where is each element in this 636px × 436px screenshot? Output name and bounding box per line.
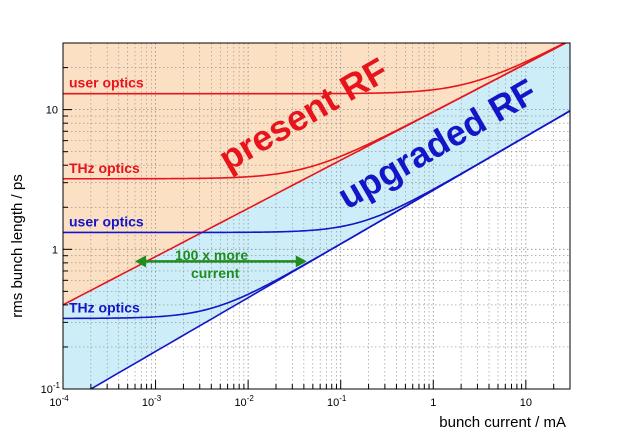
x-tick-label: 10-4 [49,394,69,409]
series-line [63,43,567,95]
curve-label: user optics [69,213,144,229]
x-tick-label: 1 [430,397,436,409]
upgraded-rf-region [63,43,570,389]
plot-frame [62,42,571,390]
curve-label: user optics [69,75,144,91]
present-rf-region [63,43,570,305]
series-line [63,110,570,320]
y-axis-title: rms bunch length / ps [9,174,26,317]
y-tick-label: 1 [52,244,58,256]
curve-label: THz optics [69,160,140,176]
curve-label: THz optics [69,299,140,315]
curve-labels: user optics THz optics user optics THz opti… [69,75,144,316]
arrow-label-line1: 100 x more [175,247,248,263]
y-tick-label: 10-1 [41,381,61,396]
axis-ticks [62,42,571,390]
x-tick-label: 10-2 [234,394,254,409]
axis-tick-labels: 10-4 10-3 10-2 10-1 1 10 10-1 1 10 [41,105,532,409]
x-tick-label: 10-1 [327,394,347,409]
series-line [63,43,568,180]
current-arrow-annotation: 100 x more current [135,247,307,281]
x-tick-label: 10 [520,397,532,409]
x-axis-title: bunch current / mA [439,414,566,431]
arrow-label-line2: current [191,265,240,281]
x-tick-label: 10-3 [142,394,162,409]
arrow-head-left-icon [135,255,147,268]
arrow-head-right-icon [295,255,307,268]
y-tick-label: 10 [46,105,58,117]
